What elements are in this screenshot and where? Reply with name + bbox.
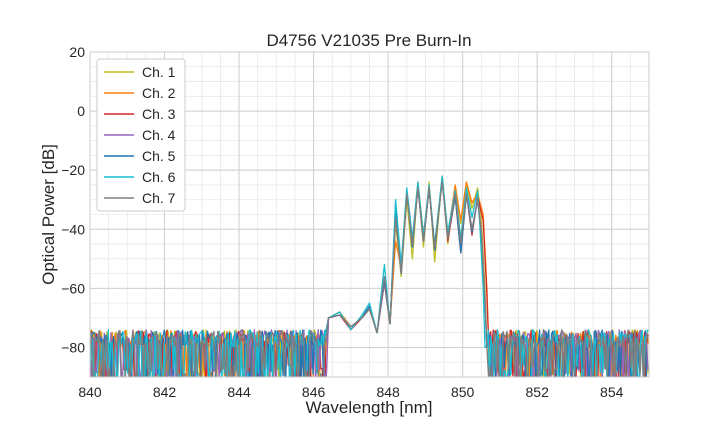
plot-frame <box>89 51 650 378</box>
x-tick-labels: 840 842 844 846 848 850 852 854 <box>78 384 623 400</box>
series-line <box>90 181 649 377</box>
legend-label: Ch. 6 <box>142 169 176 185</box>
legend-label: Ch. 3 <box>142 106 176 122</box>
x-axis-label: Wavelength [nm] <box>306 398 433 417</box>
legend-label: Ch. 2 <box>142 85 176 101</box>
x-tick-label: 848 <box>376 384 400 400</box>
legend-label: Ch. 5 <box>142 148 176 164</box>
x-tick-label: 850 <box>451 384 475 400</box>
legend: Ch. 1 Ch. 2 Ch. 3 Ch. 4 Ch. 5 Ch. 6 Ch. 7 <box>96 58 186 212</box>
y-tick-label: −40 <box>61 221 85 237</box>
legend-box <box>96 58 186 212</box>
series-layer <box>90 175 649 377</box>
legend-label: Ch. 1 <box>142 64 176 80</box>
x-tick-label: 842 <box>153 384 177 400</box>
y-tick-label: 0 <box>77 103 85 119</box>
x-tick-label: 840 <box>78 384 102 400</box>
y-tick-label: 20 <box>69 44 85 60</box>
series-line <box>90 178 649 377</box>
legend-label: Ch. 7 <box>142 190 176 206</box>
legend-label: Ch. 4 <box>142 127 176 143</box>
x-tick-label: 846 <box>302 384 326 400</box>
y-tick-label: −60 <box>61 280 85 296</box>
y-tick-label: −20 <box>61 162 85 178</box>
y-tick-label: −80 <box>61 339 85 355</box>
x-tick-label: 844 <box>227 384 251 400</box>
y-tick-labels: 20 0 −20 −40 −60 −80 <box>61 44 85 355</box>
y-axis-label: Optical Power [dB] <box>39 144 58 285</box>
chart-title: D4756 V21035 Pre Burn-In <box>266 31 471 50</box>
x-tick-label: 852 <box>526 384 550 400</box>
x-tick-label: 854 <box>600 384 624 400</box>
